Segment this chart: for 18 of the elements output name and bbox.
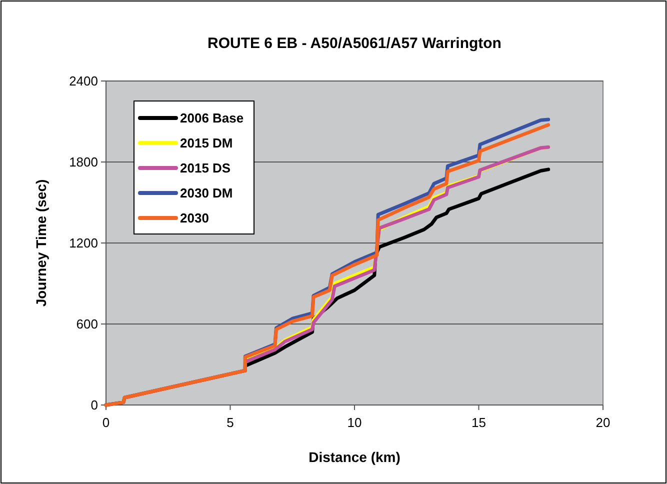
- x-axis-title: Distance (km): [308, 449, 400, 465]
- x-tick-label: 5: [226, 415, 234, 430]
- chart-title: ROUTE 6 EB - A50/A5061/A57 Warrington: [208, 35, 502, 52]
- legend-label: 2006 Base: [180, 110, 244, 126]
- y-axis-title: Journey Time (sec): [33, 179, 49, 307]
- x-tick-label: 0: [102, 415, 110, 430]
- legend-label: 2015 DM: [180, 136, 233, 151]
- legend-label: 2030: [180, 210, 209, 226]
- x-tick-label: 10: [347, 415, 362, 430]
- y-tick-label: 1200: [69, 236, 98, 251]
- y-tick-label: 2400: [69, 74, 98, 89]
- legend-label: 2030 DM: [180, 186, 233, 201]
- y-tick-label: 0: [90, 398, 98, 413]
- y-tick-label: 600: [76, 316, 98, 332]
- x-tick-label: 15: [472, 415, 486, 430]
- x-tick-label: 20: [596, 415, 610, 430]
- legend-label: 2015 DS: [180, 160, 231, 176]
- y-tick-label: 1800: [69, 154, 98, 170]
